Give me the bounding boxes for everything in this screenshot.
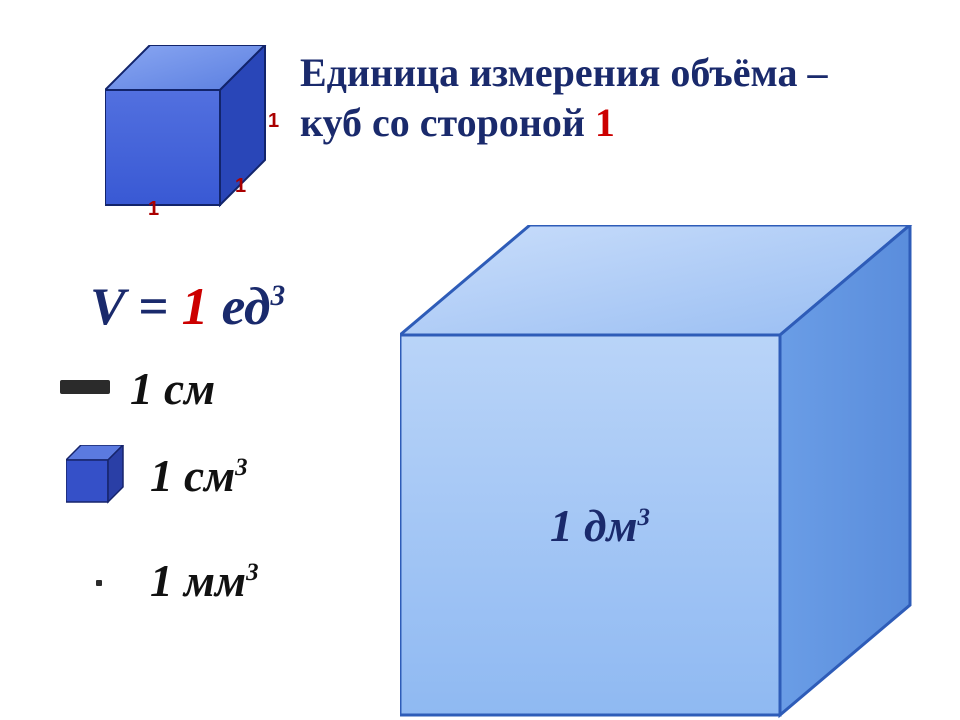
unit-cube-dim-bottom: 1	[148, 198, 159, 221]
volume-formula: V = 1 ед3	[90, 275, 285, 337]
page-title: Единица измерения объёма – куб со сторон…	[300, 48, 827, 148]
unit-cube-dim-front: 1	[235, 175, 246, 198]
title-line-1: Единица измерения объёма –	[300, 48, 827, 98]
dm-cube-icon	[400, 225, 930, 720]
cm-length-label: 1 см	[130, 363, 215, 415]
cm-cube-label: 1 см3	[150, 450, 248, 502]
cm-length-indicator-icon	[60, 380, 110, 394]
dm-cube-diagram	[400, 225, 930, 720]
title-line-2: куб со стороной 1	[300, 98, 827, 148]
unit-cube-icon	[105, 45, 280, 220]
unit-cube-diagram	[105, 45, 280, 220]
unit-cube-dim-right: 1	[268, 110, 279, 133]
mm-cube-bullet-icon	[96, 580, 102, 586]
cm-cube-icon	[66, 445, 126, 505]
mm-cube-label: 1 мм3	[150, 555, 259, 607]
dm-cube-label: 1 дм3	[550, 500, 650, 552]
cm-cube-icon-wrap	[66, 445, 126, 505]
